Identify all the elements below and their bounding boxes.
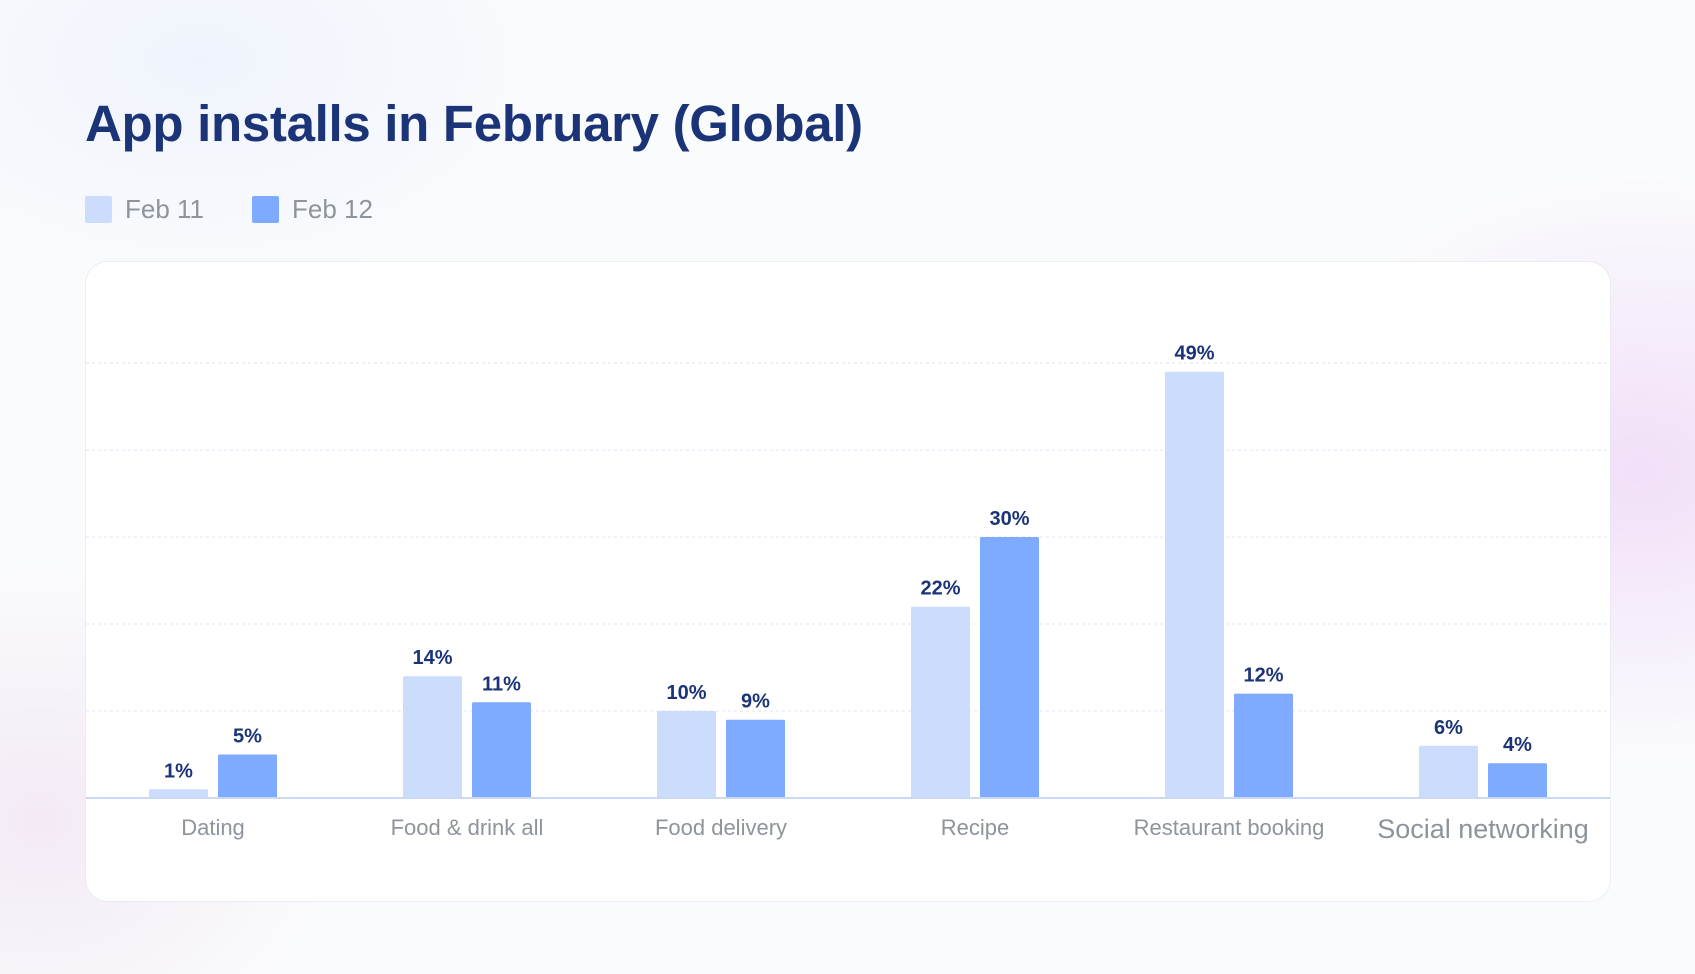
legend-swatch-feb-11 — [85, 196, 112, 223]
data-label: 12% — [1243, 665, 1283, 687]
data-label: 30% — [989, 508, 1029, 530]
legend-item-feb-11: Feb 11 — [85, 194, 204, 225]
bar — [726, 719, 785, 798]
data-label: 14% — [412, 647, 452, 669]
x-tick-label: Social networking — [1377, 814, 1589, 844]
data-label: 6% — [1434, 717, 1463, 739]
data-label: 22% — [920, 578, 960, 600]
data-label: 10% — [666, 682, 706, 704]
data-label: 5% — [233, 726, 262, 748]
x-tick-label: Restaurant booking — [1134, 815, 1325, 840]
bar — [1488, 763, 1547, 798]
bar — [1419, 745, 1478, 798]
data-label: 1% — [164, 760, 193, 782]
chart-card — [86, 262, 1610, 901]
bar — [911, 606, 970, 798]
bar — [980, 537, 1039, 798]
x-tick-label: Food delivery — [655, 815, 787, 840]
legend-label-feb-12: Feb 12 — [292, 194, 373, 224]
bar — [1165, 371, 1224, 798]
x-tick-label: Recipe — [941, 815, 1009, 840]
bar — [657, 711, 716, 798]
legend-swatch-feb-12 — [252, 196, 280, 223]
data-label: 4% — [1503, 734, 1532, 756]
bar — [149, 789, 208, 798]
chart-legend: Feb 11 Feb 12 — [85, 194, 373, 225]
x-tick-label: Dating — [181, 815, 245, 840]
bar — [1234, 693, 1293, 798]
data-label: 11% — [482, 673, 521, 695]
legend-label-feb-11: Feb 11 — [125, 194, 205, 224]
data-label: 9% — [741, 691, 770, 713]
bar — [472, 702, 531, 798]
bar — [403, 676, 462, 798]
legend-item-feb-12: Feb 12 — [252, 194, 373, 225]
chart-title: App installs in February (Global) — [85, 95, 863, 152]
x-tick-label: Food & drink all — [391, 815, 544, 840]
bar — [218, 754, 277, 798]
data-label: 49% — [1174, 343, 1214, 365]
